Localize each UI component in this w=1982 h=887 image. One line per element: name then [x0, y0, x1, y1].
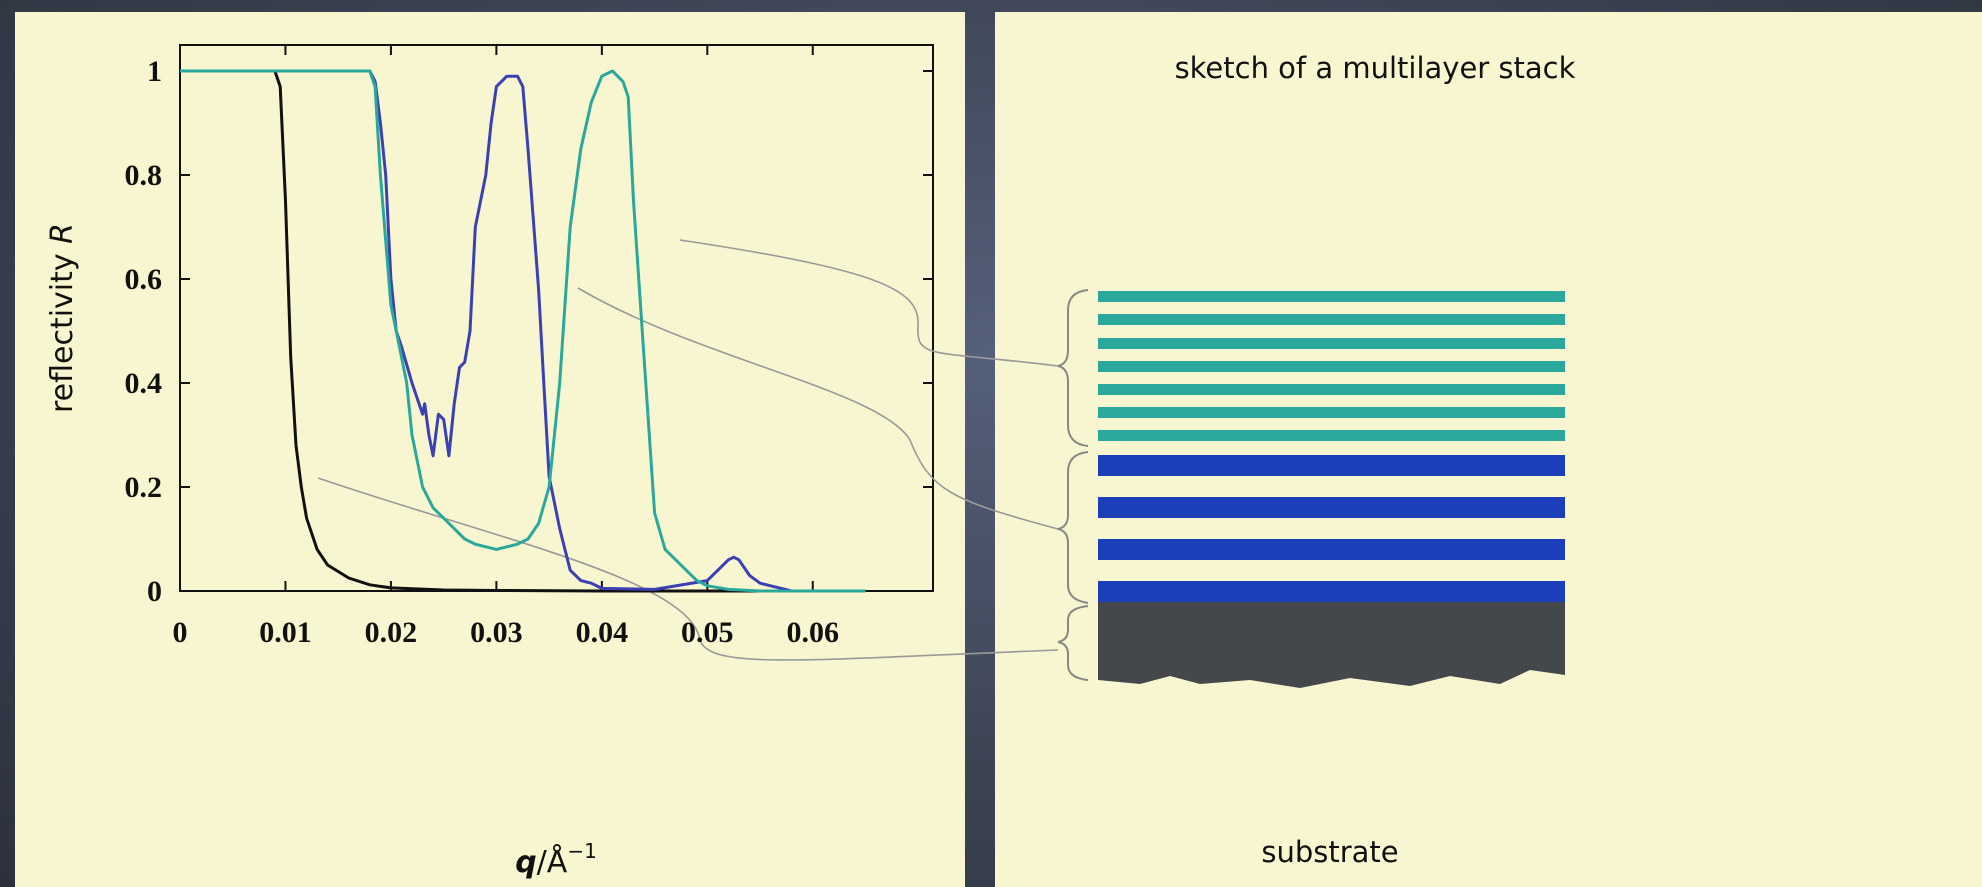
y-tick-label: 0.4: [125, 367, 163, 400]
plot-panel: [15, 12, 965, 887]
x-tick-label: 0.03: [470, 616, 523, 649]
x-tick-label: 0.06: [787, 616, 840, 649]
y-tick-label: 0.2: [125, 471, 163, 504]
x-label-part: /Å: [537, 844, 568, 880]
connectors: [317, 239, 1059, 661]
y-label-part: reflectivity: [45, 244, 80, 413]
series-line: [180, 69, 866, 593]
layer: [1098, 581, 1565, 602]
layer: [1098, 314, 1565, 325]
layer: [1098, 407, 1565, 418]
y-axis-label: reflectivity R: [45, 223, 80, 413]
sketch-title: sketch of a multilayer stack: [1175, 51, 1576, 85]
y-tick-label: 0: [147, 575, 162, 608]
connector: [317, 477, 1059, 661]
connector: [577, 287, 1059, 530]
x-tick-label: 0.04: [576, 616, 629, 649]
x-label-part: −1: [567, 839, 596, 863]
y-tick-label: 0.6: [125, 263, 163, 296]
layer: [1098, 497, 1565, 518]
x-label-part: q: [515, 845, 536, 880]
substrate-block: [1098, 602, 1565, 688]
layer: [1098, 291, 1565, 302]
x-tick-label: 0: [173, 616, 188, 649]
y-tick-label: 1: [147, 55, 162, 88]
y-tick-label: 0.8: [125, 159, 163, 192]
series-line: [180, 69, 866, 593]
layer: [1098, 539, 1565, 560]
connector: [679, 239, 1059, 367]
layer: [1098, 384, 1565, 395]
sketch-panel: [995, 12, 1982, 887]
x-tick-label: 0.01: [259, 616, 312, 649]
layer: [1098, 455, 1565, 476]
substrate-label: substrate: [1261, 835, 1398, 869]
series-line: [180, 69, 866, 593]
layers: [1098, 291, 1565, 688]
layer: [1098, 430, 1565, 441]
x-tick-label: 0.05: [681, 616, 734, 649]
brace: [1057, 605, 1089, 681]
x-tick-label: 0.02: [365, 616, 418, 649]
y-label-part: R: [45, 223, 80, 244]
x-axis-label: q/Å−1: [515, 839, 597, 880]
layer: [1098, 338, 1565, 349]
layer: [1098, 361, 1565, 372]
